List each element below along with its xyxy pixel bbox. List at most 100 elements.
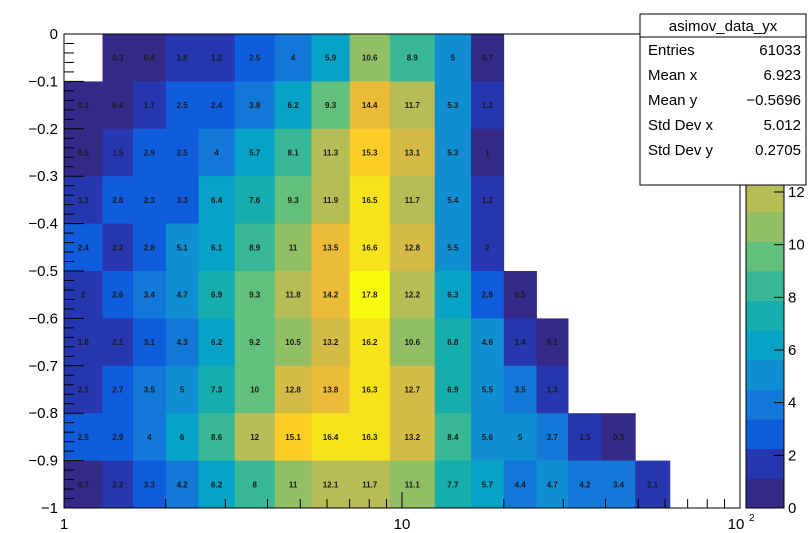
heatmap-cell-label: 0.7: [78, 480, 90, 489]
heatmap-cell-label: 8.6: [211, 433, 223, 442]
y-tick-label: −0.2: [28, 121, 58, 138]
heatmap-cell-label: 16.3: [362, 386, 378, 395]
y-tick-label: −0.3: [28, 168, 58, 185]
heatmap-cell-label: 9.3: [325, 101, 337, 110]
heatmap-cell-label: 1.8: [78, 338, 90, 347]
heatmap-cell-label: 3.7: [547, 433, 559, 442]
heatmap-cell-label: 4: [214, 149, 219, 158]
heatmap-cell-label: 2.8: [112, 196, 124, 205]
heatmap-cell-label: 12: [250, 433, 259, 442]
stats-mean-y-value: −0.5696: [746, 92, 801, 109]
heatmap-cell-label: 2.1: [112, 338, 124, 347]
y-tick-label: 0: [50, 26, 58, 43]
heatmap-cell-label: 5.5: [447, 243, 459, 252]
heatmap-cell-label: 5.3: [447, 101, 459, 110]
colorbar-tick-label: 10: [788, 237, 805, 254]
heatmap-cell-label: 13.2: [404, 433, 420, 442]
heatmap-cell-label: 5: [518, 433, 523, 442]
heatmap-cell-label: 10.6: [362, 54, 378, 63]
heatmap-cell-label: 1.2: [482, 196, 494, 205]
heatmap-cell-label: 1.5: [579, 433, 591, 442]
stats-std-y-label: Std Dev y: [648, 142, 714, 159]
y-tick-label: −0.5: [28, 263, 58, 280]
heatmap-cell-label: 12.7: [404, 386, 420, 395]
heatmap-cell-label: 6.2: [288, 101, 300, 110]
heatmap-cell-label: 2.2: [112, 480, 124, 489]
heatmap-cell-label: 7.3: [211, 386, 223, 395]
heatmap-cell-label: 6.9: [211, 291, 223, 300]
heatmap-cell-label: 0.4: [112, 101, 124, 110]
heatmap-cell-label: 14.4: [362, 101, 378, 110]
heatmap-cell-label: 11: [289, 243, 298, 252]
heatmap-cell-label: 2.4: [211, 101, 223, 110]
y-tick-label: −1: [41, 500, 58, 517]
colorbar-tick-label: 4: [788, 395, 796, 412]
heatmap-cell-label: 11.1: [405, 480, 421, 489]
heatmap-cell-label: 12.8: [285, 386, 301, 395]
heatmap-cell-label: 1.2: [211, 54, 223, 63]
heatmap-cell-label: 2.5: [78, 433, 90, 442]
heatmap-cell-label: 2.8: [144, 243, 156, 252]
stats-std-x-label: Std Dev x: [648, 117, 714, 134]
heatmap-cell-label: 2.6: [112, 291, 124, 300]
heatmap-cell-label: 5.4: [447, 196, 459, 205]
heatmap-cell-label: 13.5: [323, 243, 339, 252]
heatmap-cell-label: 2.5: [177, 149, 189, 158]
stats-entries-label: Entries: [648, 42, 695, 59]
heatmap-cell-label: 13.1: [404, 149, 420, 158]
heatmap-cell-label: 0.3: [613, 433, 625, 442]
colorbar-swatch: [746, 419, 784, 449]
heatmap-cell-label: 7.7: [447, 480, 459, 489]
heatmap-cell-label: 5.1: [177, 243, 189, 252]
colorbar-swatch: [746, 449, 784, 479]
heatmap-cell-label: 1.2: [482, 101, 494, 110]
y-tick-label: −0.4: [28, 216, 58, 233]
heatmap-cell-label: 3.3: [144, 480, 156, 489]
heatmap-cell-label: 5.3: [447, 149, 459, 158]
heatmap-cell-label: 9.3: [288, 196, 300, 205]
x-tick-label: 10: [394, 516, 411, 533]
heatmap-cell-label: 6.3: [447, 291, 459, 300]
colorbar-tick-label: 0: [788, 500, 796, 517]
heatmap-cell-label: 8.1: [288, 149, 300, 158]
heatmap-cell-label: 4: [291, 54, 296, 63]
heatmap-cell-label: 11.7: [405, 196, 421, 205]
heatmap-cell-label: 14.2: [323, 291, 339, 300]
heatmap-cell-label: 2.9: [112, 433, 124, 442]
heatmap-cell-label: 5: [180, 386, 185, 395]
heatmap-cell-label: 16.6: [362, 243, 378, 252]
heatmap-cell-label: 11.7: [405, 101, 421, 110]
heatmap-cell-label: 8: [252, 480, 257, 489]
heatmap-cell-label: 17.8: [362, 291, 378, 300]
stats-box: asimov_data_yx Entries 61033 Mean x 6.92…: [640, 14, 806, 185]
heatmap-cell-label: 2.3: [144, 196, 156, 205]
heatmap-cell-label: 9.3: [249, 291, 261, 300]
heatmap-cell-label: 4.7: [177, 291, 189, 300]
heatmap-cell-label: 11.8: [286, 291, 302, 300]
heatmap-cell-label: 2.1: [78, 386, 90, 395]
colorbar-swatch: [746, 478, 784, 508]
heatmap-cell-label: 4.4: [515, 480, 527, 489]
heatmap-cell-label: 4: [147, 433, 152, 442]
heatmap-cell-label: 16.3: [362, 433, 378, 442]
heatmap-cell-label: 8.9: [249, 243, 261, 252]
heatmap-cell-label: 5.5: [482, 386, 494, 395]
heatmap-cell-label: 15.3: [362, 149, 378, 158]
x-tick-label-exponent: 2: [749, 513, 755, 524]
heatmap-cell-label: 2.5: [177, 101, 189, 110]
heatmap-cell-label: 9.2: [249, 338, 261, 347]
heatmap-cell-label: 3.5: [144, 386, 156, 395]
colorbar-tick-label: 12: [788, 184, 805, 201]
heatmap-cell-label: 16.4: [323, 433, 339, 442]
colorbar-swatch: [746, 330, 784, 360]
heatmap-cell-label: 3.9: [249, 101, 261, 110]
heatmap-cell-label: 11.9: [323, 196, 339, 205]
heatmap-cell-label: 0.5: [515, 291, 527, 300]
heatmap-cell-label: 4.2: [579, 480, 591, 489]
heatmap-cell-label: 1.8: [177, 54, 189, 63]
stats-mean-x-label: Mean x: [648, 67, 698, 84]
heatmap-cell-label: 3.1: [144, 338, 156, 347]
heatmap-cell-label: 2.5: [249, 54, 261, 63]
y-tick-label: −0.8: [28, 405, 58, 422]
